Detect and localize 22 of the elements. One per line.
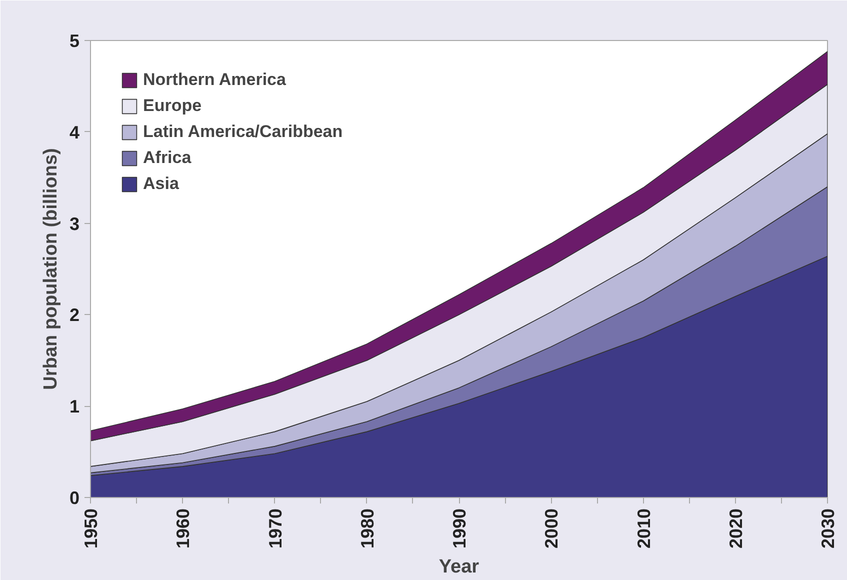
legend-label: Europe [143,96,202,116]
legend-label: Latin America/Caribbean [143,122,343,142]
x-tick-label: 1980 [357,508,378,549]
y-tick-label: 3 [69,214,80,234]
y-tick-label: 4 [69,122,80,142]
x-tick-label: 1990 [450,508,470,549]
x-tick-label: 1960 [173,508,194,549]
x-tick-label: 2000 [542,508,562,549]
legend-label: Africa [143,148,192,168]
x-tick-label: 2020 [726,508,746,549]
x-axis-title: Year [438,556,480,578]
x-tick-label: 1950 [81,508,101,549]
legend-label: Asia [143,174,179,194]
y-tick-label: 5 [69,31,80,51]
legend-label: Northern America [143,70,286,90]
y-tick-label: 2 [69,305,80,326]
x-tick-label: 2030 [818,508,838,549]
y-axis-title: Urban population (billions) [40,148,62,390]
x-tick-label: 2010 [634,508,654,549]
y-tick-label: 1 [69,396,80,417]
y-tick-label: 0 [69,488,80,508]
x-tick-label: 1970 [265,508,286,549]
